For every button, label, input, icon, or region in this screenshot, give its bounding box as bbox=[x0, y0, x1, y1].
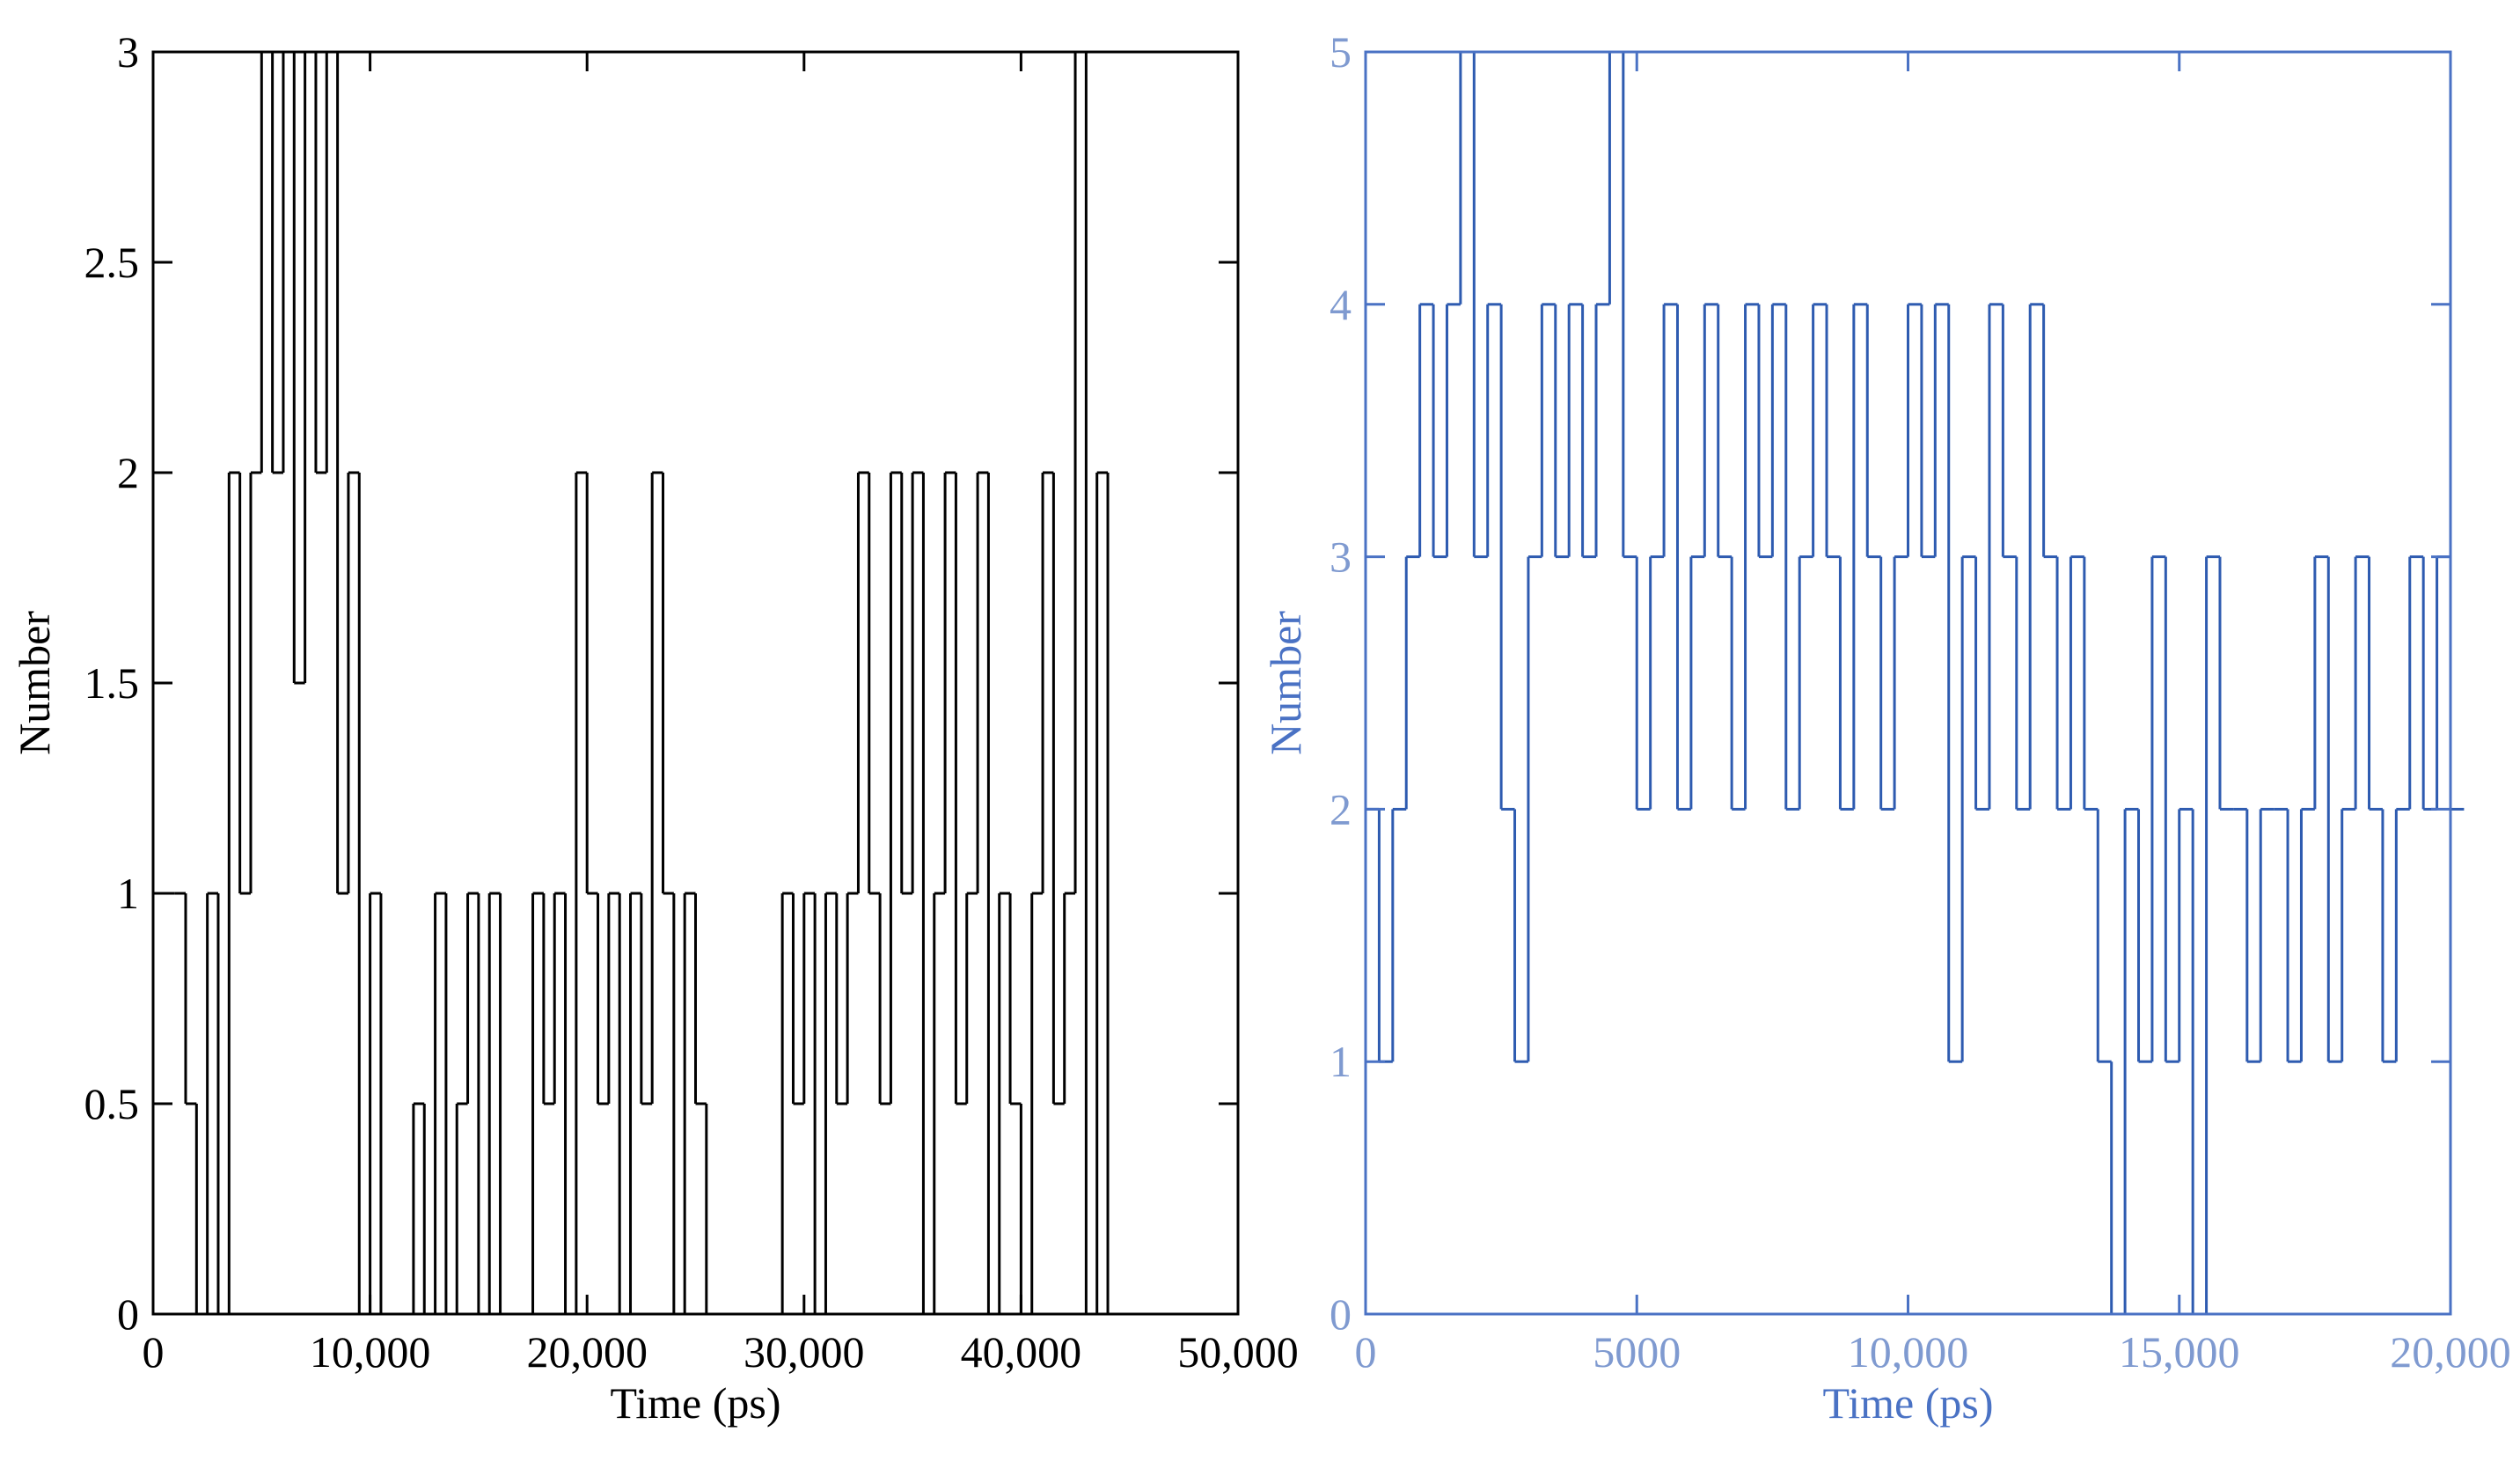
x-tick-label: 20,000 bbox=[2390, 1327, 2511, 1377]
y-tick-label: 1.5 bbox=[84, 658, 140, 708]
y-tick-label: 1 bbox=[117, 869, 139, 918]
plot: 0 0.5 1 1.5 2 2.5 3 0 10,000 20,000 30,000 40,000 50… bbox=[10, 27, 1299, 1428]
x-tick-label: 15,000 bbox=[2119, 1327, 2240, 1377]
y-tick-label: 0.5 bbox=[84, 1079, 140, 1128]
x-tick-label: 0 bbox=[143, 1327, 165, 1377]
x-tick-label: 50,000 bbox=[1177, 1327, 1299, 1377]
x-tick-label: 30,000 bbox=[744, 1327, 865, 1377]
y-axis-label: Number bbox=[10, 611, 59, 755]
y-tick-label: 2 bbox=[1330, 784, 1352, 833]
y-tick-label: 2 bbox=[117, 448, 139, 497]
y-tick-label: 2.5 bbox=[84, 238, 140, 287]
x-tick-label: 10,000 bbox=[1848, 1327, 1969, 1377]
x-tick-label: 0 bbox=[1355, 1327, 1377, 1377]
x-tick-label: 5000 bbox=[1593, 1327, 1681, 1377]
y-axis-label: Number bbox=[1261, 611, 1310, 755]
y-tick-label: 3 bbox=[117, 27, 139, 77]
y-tick-label: 3 bbox=[1330, 532, 1352, 582]
y-tick-label: 5 bbox=[1330, 27, 1352, 77]
plot: 0 1 2 3 4 5 0 5000 10,000 15,000 20,000 Time (ps) Nu… bbox=[1261, 27, 2511, 1428]
x-axis-label: Time (ps) bbox=[1822, 1378, 1993, 1428]
x-tick-label: 20,000 bbox=[526, 1327, 648, 1377]
y-tick-label: 1 bbox=[1330, 1037, 1352, 1086]
x-axis-label: Time (ps) bbox=[610, 1378, 780, 1428]
y-tick-label: 0 bbox=[1330, 1289, 1352, 1339]
x-tick-label: 40,000 bbox=[961, 1327, 1082, 1377]
y-tick-label: 4 bbox=[1330, 280, 1352, 329]
y-tick-label: 0 bbox=[117, 1289, 139, 1339]
x-tick-label: 10,000 bbox=[310, 1327, 431, 1377]
